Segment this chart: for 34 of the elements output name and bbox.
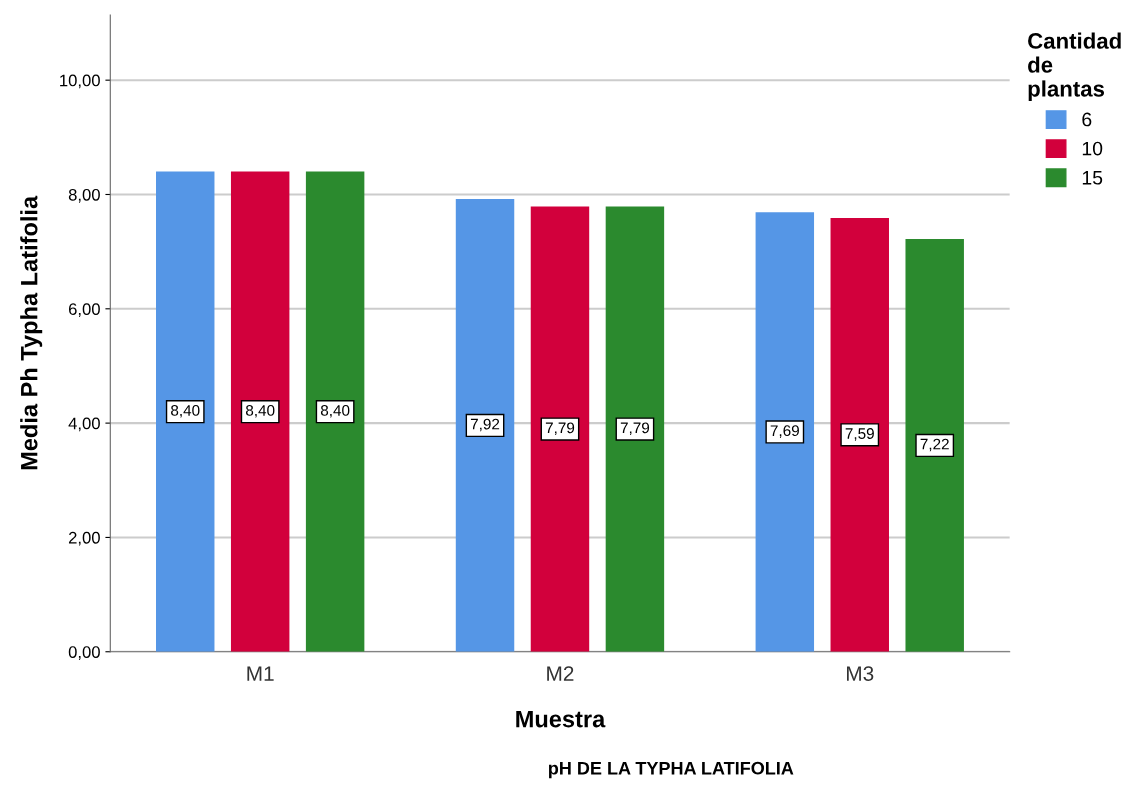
bar: [530, 206, 590, 652]
data-label: 7,92: [470, 418, 500, 432]
bar: [156, 171, 215, 652]
bar: [455, 199, 515, 652]
y-tick-label: 6,00: [68, 303, 100, 317]
y-axis-title: Media Ph Typha Latifolia: [20, 195, 43, 470]
legend-label: 10: [1082, 141, 1103, 156]
bar: [230, 171, 290, 652]
y-tick-label: 4,00: [68, 417, 100, 432]
text: pH DE LA TYPHA LATIFOLIA: [548, 761, 794, 779]
data-label: 7,79: [545, 422, 575, 436]
data-label: 8,40: [320, 404, 350, 418]
x-tick-label: M3: [847, 666, 874, 681]
bar: [830, 217, 889, 652]
x-tick-label: M1: [247, 666, 274, 681]
x-tick-label: M2: [547, 666, 574, 681]
data-label: 7,79: [620, 422, 650, 436]
legend-label: 6: [1082, 112, 1092, 127]
data-label: 8,40: [171, 404, 200, 418]
y-tick-label: 2,00: [68, 531, 100, 546]
x-axis-title: Muestra: [516, 710, 606, 728]
bar: [905, 239, 964, 652]
y-tick-label: 10,00: [60, 74, 100, 89]
data-label: 8,40: [245, 404, 275, 418]
y-tick-label: 8,00: [68, 188, 100, 203]
legend-label: 15: [1082, 171, 1103, 185]
bar: [605, 206, 665, 652]
bar: [305, 171, 365, 652]
bar: [755, 212, 815, 652]
data-label: 7,59: [845, 428, 874, 441]
legend-title: Cantidad de plantas: [1028, 32, 1121, 102]
data-label: 7,69: [770, 425, 799, 438]
y-tick-label: 0,00: [68, 646, 100, 660]
data-label: 7,22: [920, 438, 949, 452]
